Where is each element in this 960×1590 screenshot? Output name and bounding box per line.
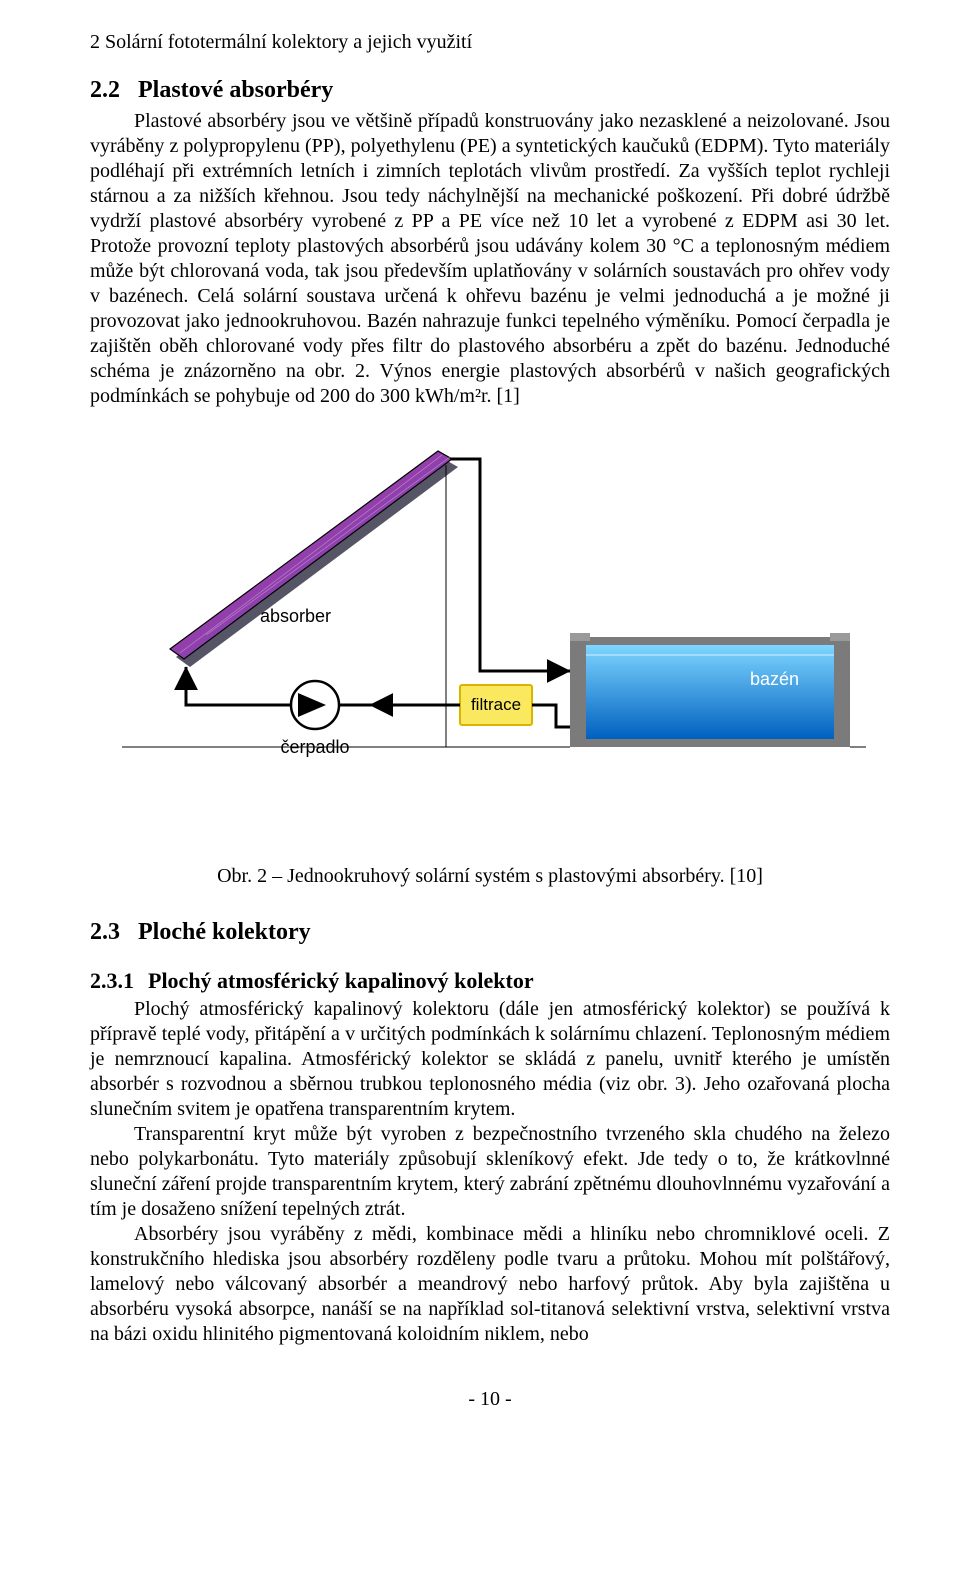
section-title: Plastové absorbéry: [138, 77, 333, 103]
pipe-pump-to-absorber: [186, 667, 291, 705]
section-2-3-heading: 2.3Ploché kolektory: [90, 917, 890, 947]
figure-2: absorber filtrace čerpadlo bazén: [110, 427, 870, 804]
solar-pool-diagram: absorber filtrace čerpadlo bazén: [110, 427, 870, 797]
pump-symbol: [291, 681, 339, 729]
absorber-panel: [170, 451, 458, 667]
bazen-label: bazén: [750, 669, 799, 689]
chapter-title: 2 Solární fototermální kolektory a jejic…: [90, 30, 890, 55]
figure-2-caption: Obr. 2 – Jednookruhový solární systém s …: [90, 864, 890, 889]
subsection-title: Plochý atmosférický kapalinový kolektor: [148, 968, 534, 993]
absorber-label: absorber: [260, 606, 331, 626]
section-2-3-1-para2: Transparentní kryt může být vyroben z be…: [90, 1122, 890, 1222]
filtrace-label: filtrace: [471, 695, 521, 714]
section-2-3-1-para1: Plochý atmosférický kapalinový kolektoru…: [90, 997, 890, 1122]
section-num: 2.3: [90, 917, 138, 947]
section-2-2-paragraph: Plastové absorbéry jsou ve většině přípa…: [90, 109, 890, 409]
section-2-3-1-para3: Absorbéry jsou vyráběny z mědi, kombinac…: [90, 1222, 890, 1347]
section-2-2-heading: 2.2Plastové absorbéry: [90, 75, 890, 105]
section-2-3-1-heading: 2.3.1Plochý atmosférický kapalinový kole…: [90, 967, 890, 995]
section-title: Ploché kolektory: [138, 919, 311, 945]
pool: [570, 633, 850, 747]
section-num: 2.2: [90, 75, 138, 105]
pipe-supply: [450, 459, 580, 671]
subsection-num: 2.3.1: [90, 967, 148, 995]
page-number: - 10 -: [90, 1387, 890, 1412]
